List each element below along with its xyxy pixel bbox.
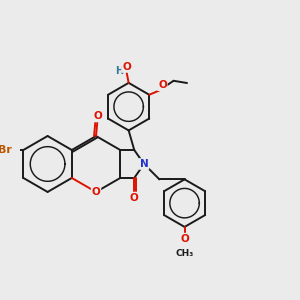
Text: O: O — [92, 187, 100, 197]
Text: O: O — [130, 193, 139, 202]
Text: O: O — [122, 62, 131, 72]
Text: O: O — [93, 111, 102, 122]
Text: O: O — [180, 234, 189, 244]
Text: O: O — [158, 80, 167, 90]
Text: H: H — [116, 66, 124, 76]
Text: CH₃: CH₃ — [176, 249, 194, 258]
Text: N: N — [140, 159, 148, 169]
Text: Br: Br — [0, 145, 12, 155]
